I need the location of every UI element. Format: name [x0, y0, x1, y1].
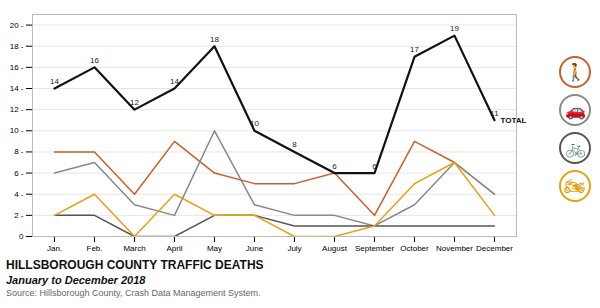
svg-text:September: September [355, 244, 394, 253]
svg-text:12: 12 [130, 98, 139, 107]
svg-text:12 -: 12 - [10, 105, 24, 114]
svg-text:18 -: 18 - [10, 42, 24, 51]
svg-text:October: October [400, 244, 429, 253]
html-text:HILLSBOROUGH COUNTY TRAFFIC DE: HILLSBOROUGH COUNTY TRAFFIC DEATHS [6, 258, 264, 272]
svg-text:16 -: 16 - [10, 63, 24, 72]
svg-text:16: 16 [90, 56, 99, 65]
svg-text:10 -: 10 - [10, 126, 24, 135]
svg-text:6 -: 6 - [14, 169, 24, 178]
svg-text:20 -: 20 - [10, 21, 24, 30]
html-text:January to December 2018: January to December 2018 [6, 274, 146, 286]
svg-text:2 -: 2 - [14, 211, 24, 220]
svg-text:March: March [123, 244, 145, 253]
svg-text:April: April [166, 244, 182, 253]
svg-text:6: 6 [372, 162, 377, 171]
svg-text:Jan.: Jan. [47, 244, 62, 253]
svg-text:0: 0 [19, 232, 24, 241]
svg-text:December: December [476, 244, 513, 253]
html-text:Source: Hillsborough County, C: Source: Hillsborough County, Crash Data … [6, 288, 261, 298]
svg-text:8 -: 8 - [14, 147, 24, 156]
svg-text:July: July [287, 244, 301, 253]
svg-text:19: 19 [450, 24, 459, 33]
svg-text:11: 11 [490, 109, 499, 118]
svg-text:14: 14 [50, 77, 59, 86]
svg-text:August: August [322, 244, 348, 253]
svg-text:8: 8 [292, 140, 297, 149]
svg-text:4 -: 4 - [14, 190, 24, 199]
svg-text:18: 18 [210, 35, 219, 44]
svg-text:6: 6 [332, 162, 337, 171]
svg-text:Feb.: Feb. [86, 244, 102, 253]
svg-text:May: May [207, 244, 222, 253]
svg-text:10: 10 [250, 119, 259, 128]
svg-text:14: 14 [170, 77, 179, 86]
svg-text:June: June [246, 244, 264, 253]
svg-text:17: 17 [410, 45, 419, 54]
svg-text:14 -: 14 - [10, 84, 24, 93]
svg-text:November: November [436, 244, 473, 253]
svg-text:TOTAL: TOTAL [501, 116, 527, 125]
